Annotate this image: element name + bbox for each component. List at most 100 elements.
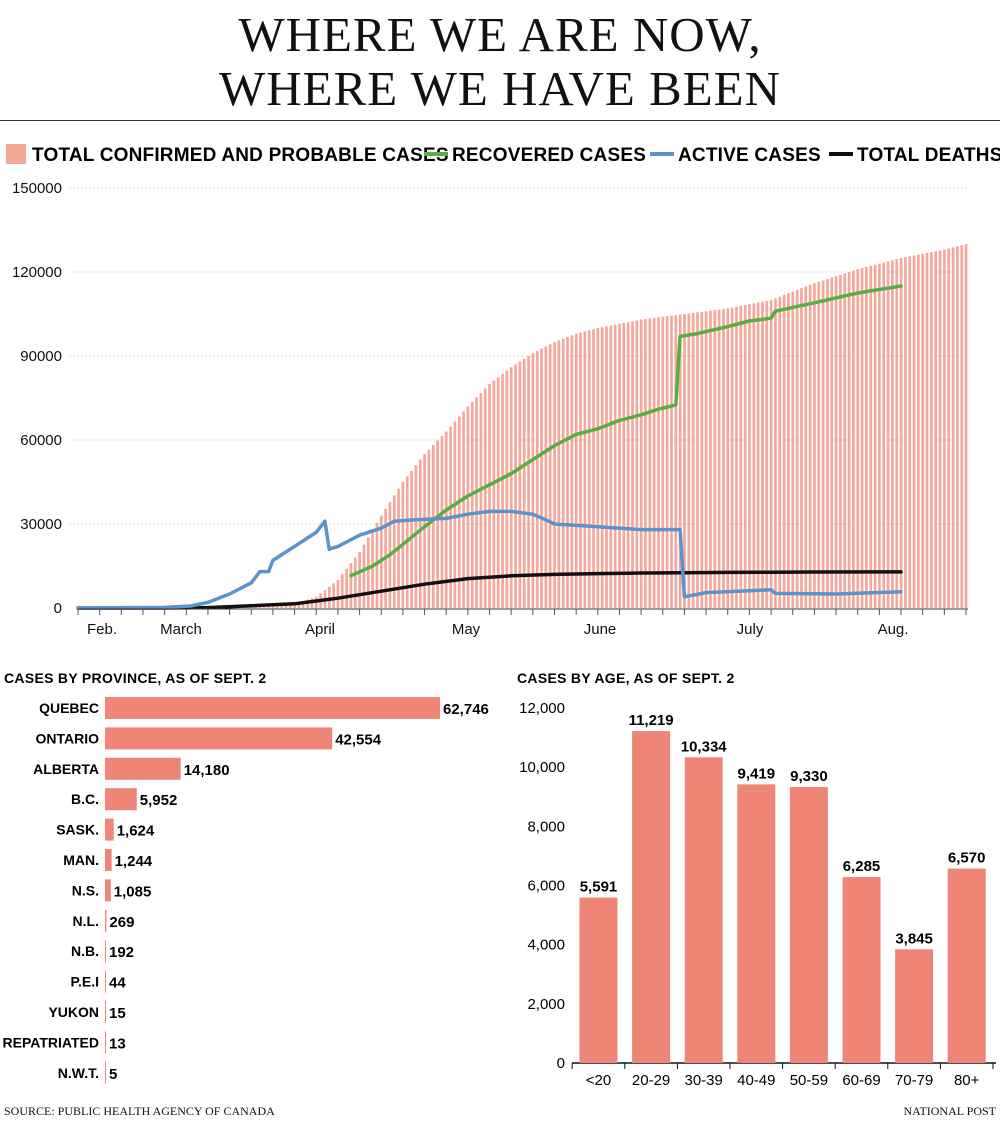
page-title: WHERE WE ARE NOW, WHERE WE HAVE BEEN xyxy=(0,8,1000,116)
legend-label-recovered: RECOVERED CASES xyxy=(452,145,646,166)
cases-bar xyxy=(362,544,366,608)
cases-bar xyxy=(587,330,591,608)
province-value-label: 192 xyxy=(109,944,134,961)
source-note: SOURCE: PUBLIC HEALTH AGENCY OF CANADA xyxy=(4,1104,275,1118)
cases-bar xyxy=(514,364,517,608)
age-bar-chart: CASES BY AGE, AS OF SEPT. 2 0 2,000 4,000 6… xyxy=(517,670,996,1089)
cases-bar xyxy=(488,384,491,608)
cases-bar xyxy=(873,264,877,608)
title-line-2: WHERE WE HAVE BEEN xyxy=(219,61,781,116)
age-bar xyxy=(579,897,618,1063)
cases-bar xyxy=(600,327,604,608)
cases-bar xyxy=(440,436,444,608)
cases-bar xyxy=(904,257,907,608)
cases-bar xyxy=(956,246,959,609)
cases-bar xyxy=(345,568,348,608)
legend-label-active: ACTIVE CASES xyxy=(678,145,821,166)
cases-bar xyxy=(375,522,379,608)
main-chart-x-axis: Feb. March April May June July Aug. xyxy=(77,608,968,638)
cases-bar xyxy=(501,373,504,608)
cases-bar xyxy=(540,348,543,608)
cases-bar xyxy=(366,537,370,608)
age-y-tick-label: 2,000 xyxy=(527,996,565,1013)
province-bar xyxy=(105,970,106,993)
recovered-cases-line xyxy=(349,284,903,578)
age-value-label: 5,591 xyxy=(580,879,618,896)
province-bar xyxy=(105,818,114,841)
age-value-label: 10,334 xyxy=(681,738,728,755)
cases-bar xyxy=(592,329,595,608)
age-x-tick-label: 80+ xyxy=(954,1072,980,1089)
cases-bar xyxy=(544,346,548,608)
province-label: YUKON xyxy=(48,1004,99,1020)
cases-bar xyxy=(839,274,842,608)
age-bars: 0 2,000 4,000 6,000 8,000 10,000 12,000 5,591 <2… xyxy=(519,700,996,1089)
cases-bar xyxy=(548,344,552,608)
legend-label-deaths: TOTAL DEATHS xyxy=(857,145,1000,166)
x-tick-label: April xyxy=(305,621,335,638)
province-label: ALBERTA xyxy=(33,761,99,777)
cases-bar xyxy=(765,300,769,608)
cases-bar xyxy=(778,296,782,608)
province-value-label: 1,624 xyxy=(117,823,155,840)
x-tick-label: May xyxy=(452,621,481,638)
cases-bar xyxy=(717,309,721,608)
cases-bar xyxy=(843,273,847,608)
cases-bar xyxy=(492,380,496,608)
age-bar xyxy=(789,787,828,1063)
cases-bar xyxy=(271,606,275,608)
cases-bar xyxy=(583,331,587,608)
cases-bar xyxy=(856,269,860,608)
cases-bar xyxy=(470,401,474,608)
cases-bar xyxy=(626,322,630,608)
province-value-label: 1,085 xyxy=(114,883,152,900)
cases-bar xyxy=(943,249,946,608)
cases-bar xyxy=(934,251,938,608)
cases-bar xyxy=(813,283,816,608)
province-bar xyxy=(105,909,107,932)
cases-bar xyxy=(912,255,916,609)
cases-bar xyxy=(427,449,431,608)
age-bar xyxy=(737,784,776,1063)
cases-bar xyxy=(687,313,691,608)
cases-bar xyxy=(418,459,422,608)
cases-bar xyxy=(674,315,678,608)
y-tick-label: 60000 xyxy=(20,432,62,449)
cases-bar xyxy=(557,340,561,608)
cases-bar xyxy=(834,276,838,608)
cases-bar xyxy=(661,316,665,608)
y-tick-label: 90000 xyxy=(20,348,62,365)
province-label: B.C. xyxy=(71,791,99,807)
cases-bar xyxy=(574,333,578,608)
province-value-label: 62,746 xyxy=(443,701,489,718)
cases-bar xyxy=(275,606,279,608)
cases-bar xyxy=(869,265,873,608)
province-label: ONTARIO xyxy=(35,730,99,746)
age-y-tick-label: 12,000 xyxy=(519,700,565,717)
province-label: MAN. xyxy=(63,852,99,868)
y-tick-label: 120000 xyxy=(12,264,62,281)
age-y-tick-label: 6,000 xyxy=(527,878,565,895)
cases-bar xyxy=(605,326,608,608)
province-bar xyxy=(105,757,181,780)
age-bar xyxy=(684,757,723,1063)
cases-bar xyxy=(761,301,764,608)
age-value-label: 9,330 xyxy=(790,768,828,785)
province-value-label: 15 xyxy=(109,1005,126,1022)
province-value-label: 44 xyxy=(109,975,126,992)
age-value-label: 6,570 xyxy=(948,850,986,867)
age-x-tick-label: 40-49 xyxy=(737,1072,775,1089)
cases-bar xyxy=(648,318,652,608)
cases-bar xyxy=(436,440,439,608)
age-y-tick-label: 8,000 xyxy=(527,818,565,835)
province-bar xyxy=(105,940,106,963)
cases-bar xyxy=(622,322,626,608)
province-bar xyxy=(105,849,112,871)
cases-bar xyxy=(722,308,725,608)
cases-bar xyxy=(332,583,335,608)
cumulative-cases-chart: TOTAL CONFIRMED AND PROBABLE CASES RECOV… xyxy=(6,144,1000,638)
cases-bar xyxy=(553,342,556,608)
cases-bar xyxy=(254,606,257,608)
province-bar-chart: CASES BY PROVINCE, AS OF SEPT. 2 QUEBEC 6… xyxy=(3,670,489,1084)
cases-bar xyxy=(349,563,353,608)
